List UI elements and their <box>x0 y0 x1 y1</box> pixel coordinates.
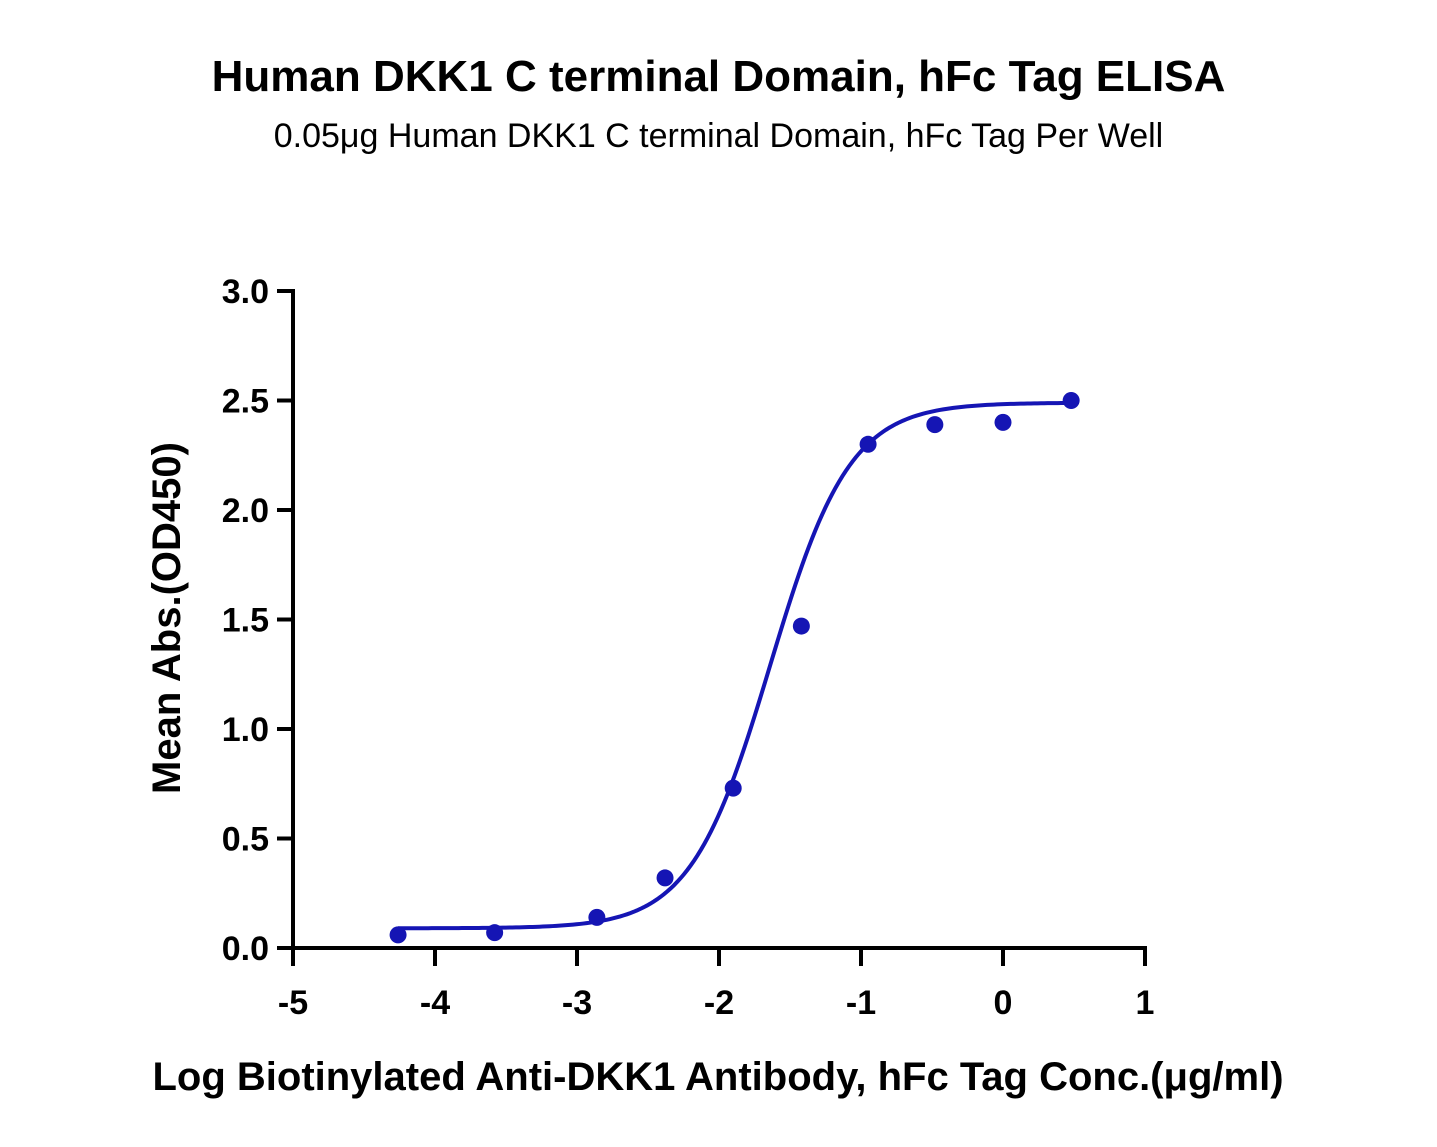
data-point <box>656 869 674 887</box>
data-point <box>389 926 407 944</box>
data-point <box>486 924 504 942</box>
data-point <box>859 435 877 453</box>
y-tick-label: 0.0 <box>222 930 269 968</box>
data-points <box>389 392 1080 944</box>
x-tick-label: -2 <box>704 984 734 1022</box>
x-tick-label: -4 <box>420 984 450 1022</box>
x-tick-label: -1 <box>846 984 876 1022</box>
chart-title: Human DKK1 C terminal Domain, hFc Tag EL… <box>211 52 1226 101</box>
data-point <box>724 779 742 797</box>
x-tick-label: -5 <box>278 984 308 1022</box>
data-point <box>926 416 944 434</box>
y-axis-title: Mean Abs.(OD450) <box>145 442 189 794</box>
data-point <box>994 413 1012 431</box>
x-tick-label: 0 <box>994 984 1013 1022</box>
y-ticks: 0.0 0.5 1.0 1.5 2.0 2.5 3.0 <box>222 273 293 968</box>
data-point <box>792 617 810 635</box>
chart-subtitle: 0.05μg Human DKK1 C terminal Domain, hFc… <box>273 117 1164 155</box>
x-tick-label: 1 <box>1136 984 1155 1022</box>
y-tick-label: 1.5 <box>222 602 269 640</box>
x-tick-label: -3 <box>562 984 592 1022</box>
data-point <box>588 908 606 926</box>
data-point <box>1062 392 1080 409</box>
x-ticks: -5 -4 -3 -2 -1 0 1 <box>278 948 1155 1022</box>
axes <box>291 289 1147 950</box>
x-axis-title: Log Biotinylated Anti-DKK1 Antibody, hFc… <box>152 1055 1283 1099</box>
y-tick-label: 2.0 <box>222 492 269 530</box>
y-tick-label: 0.5 <box>222 821 269 859</box>
fit-curve <box>398 400 1072 931</box>
y-tick-label: 2.5 <box>222 383 269 421</box>
y-tick-label: 3.0 <box>222 273 269 311</box>
y-tick-label: 1.0 <box>222 711 269 749</box>
